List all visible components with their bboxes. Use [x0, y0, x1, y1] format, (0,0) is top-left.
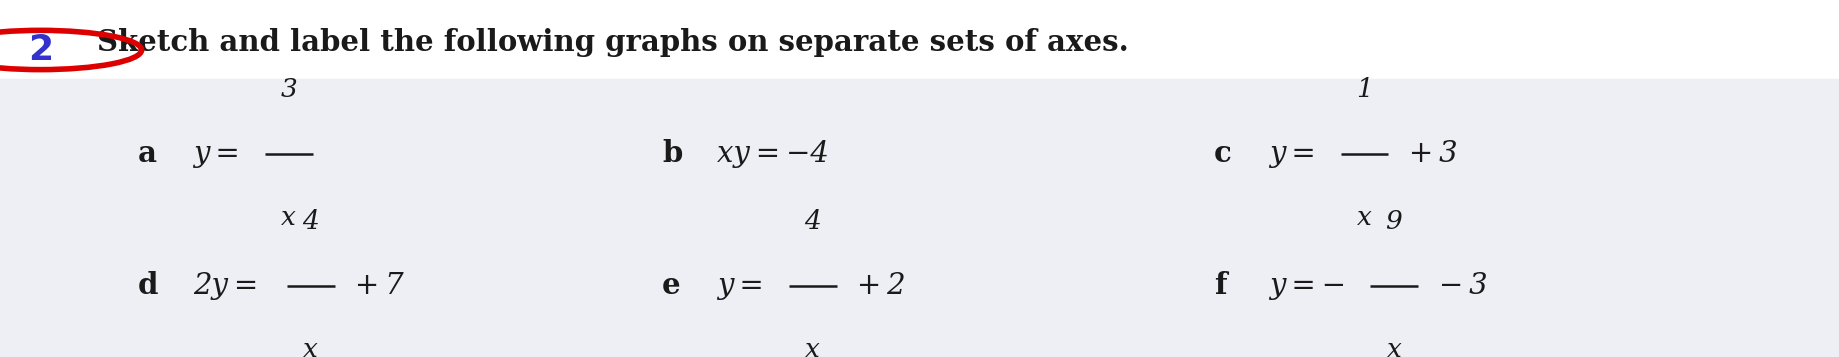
Text: 2: 2	[28, 33, 53, 67]
Text: x: x	[1357, 205, 1372, 230]
Bar	[0, 79, 1839, 357]
Text: − 3: − 3	[1433, 272, 1488, 300]
Text: c: c	[1214, 139, 1232, 168]
Text: 9: 9	[1385, 209, 1403, 234]
Text: x: x	[303, 337, 318, 357]
Text: d: d	[138, 271, 158, 300]
Text: a: a	[138, 139, 156, 168]
Text: e: e	[662, 271, 680, 300]
Text: y =: y =	[717, 272, 763, 300]
Text: + 3: + 3	[1403, 140, 1458, 167]
Text: Sketch and label the following graphs on separate sets of axes.: Sketch and label the following graphs on…	[97, 28, 1129, 57]
Text: 3: 3	[280, 77, 298, 102]
Text: 4: 4	[302, 209, 320, 234]
Text: f: f	[1214, 271, 1227, 300]
Text: + 7: + 7	[349, 272, 405, 300]
Text: xy = −4: xy = −4	[717, 140, 829, 167]
Text: x: x	[1387, 337, 1401, 357]
Text: y =: y =	[1269, 140, 1315, 167]
Text: b: b	[662, 139, 682, 168]
Text: 4: 4	[804, 209, 822, 234]
Text: y =: y =	[193, 140, 239, 167]
Text: 2y =: 2y =	[193, 272, 257, 300]
Text: + 2: + 2	[851, 272, 907, 300]
Text: x: x	[805, 337, 820, 357]
Text: y = −: y = −	[1269, 272, 1346, 300]
Text: 1: 1	[1355, 77, 1374, 102]
Text: x: x	[281, 205, 296, 230]
